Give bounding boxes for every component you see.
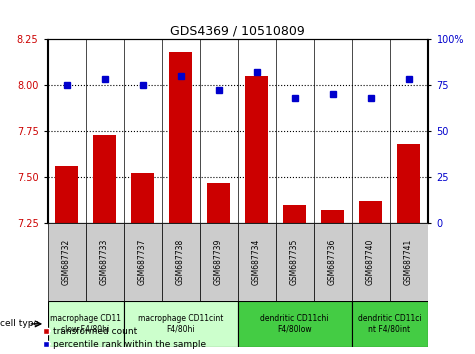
Bar <box>397 144 420 223</box>
Bar <box>131 173 154 223</box>
Text: cell type: cell type <box>0 319 39 329</box>
Bar <box>238 223 276 301</box>
Bar <box>245 76 268 223</box>
Text: GSM687738: GSM687738 <box>176 239 185 285</box>
Text: macrophage CD11
clow F4/80hi: macrophage CD11 clow F4/80hi <box>50 314 121 333</box>
Bar <box>200 223 238 301</box>
Text: GSM687741: GSM687741 <box>404 239 413 285</box>
Bar <box>48 223 86 301</box>
Text: macrophage CD11cint
F4/80hi: macrophage CD11cint F4/80hi <box>138 314 223 333</box>
Bar <box>352 223 390 301</box>
Bar <box>162 223 199 301</box>
Text: GSM687735: GSM687735 <box>290 239 299 285</box>
Text: GSM687740: GSM687740 <box>366 239 375 285</box>
Text: dendritic CD11ci
nt F4/80int: dendritic CD11ci nt F4/80int <box>358 314 421 333</box>
Bar <box>124 301 238 347</box>
Bar <box>352 301 428 347</box>
Bar <box>238 301 352 347</box>
Text: GSM687739: GSM687739 <box>214 239 223 285</box>
Bar <box>124 223 162 301</box>
Text: GSM687733: GSM687733 <box>100 239 109 285</box>
Legend: transformed count, percentile rank within the sample: transformed count, percentile rank withi… <box>43 327 207 349</box>
Bar <box>93 135 116 223</box>
Bar <box>55 166 78 223</box>
Text: GSM687737: GSM687737 <box>138 239 147 285</box>
Bar <box>359 201 382 223</box>
Bar <box>169 52 192 223</box>
Text: GSM687736: GSM687736 <box>328 239 337 285</box>
Bar <box>86 223 124 301</box>
Bar <box>276 223 314 301</box>
Text: GSM687734: GSM687734 <box>252 239 261 285</box>
Bar <box>390 223 428 301</box>
Bar <box>48 301 124 347</box>
Text: dendritic CD11chi
F4/80low: dendritic CD11chi F4/80low <box>260 314 329 333</box>
Bar <box>283 205 306 223</box>
Title: GDS4369 / 10510809: GDS4369 / 10510809 <box>170 25 305 38</box>
Bar <box>321 210 344 223</box>
Bar <box>314 223 352 301</box>
Text: GSM687732: GSM687732 <box>62 239 71 285</box>
Bar <box>207 183 230 223</box>
